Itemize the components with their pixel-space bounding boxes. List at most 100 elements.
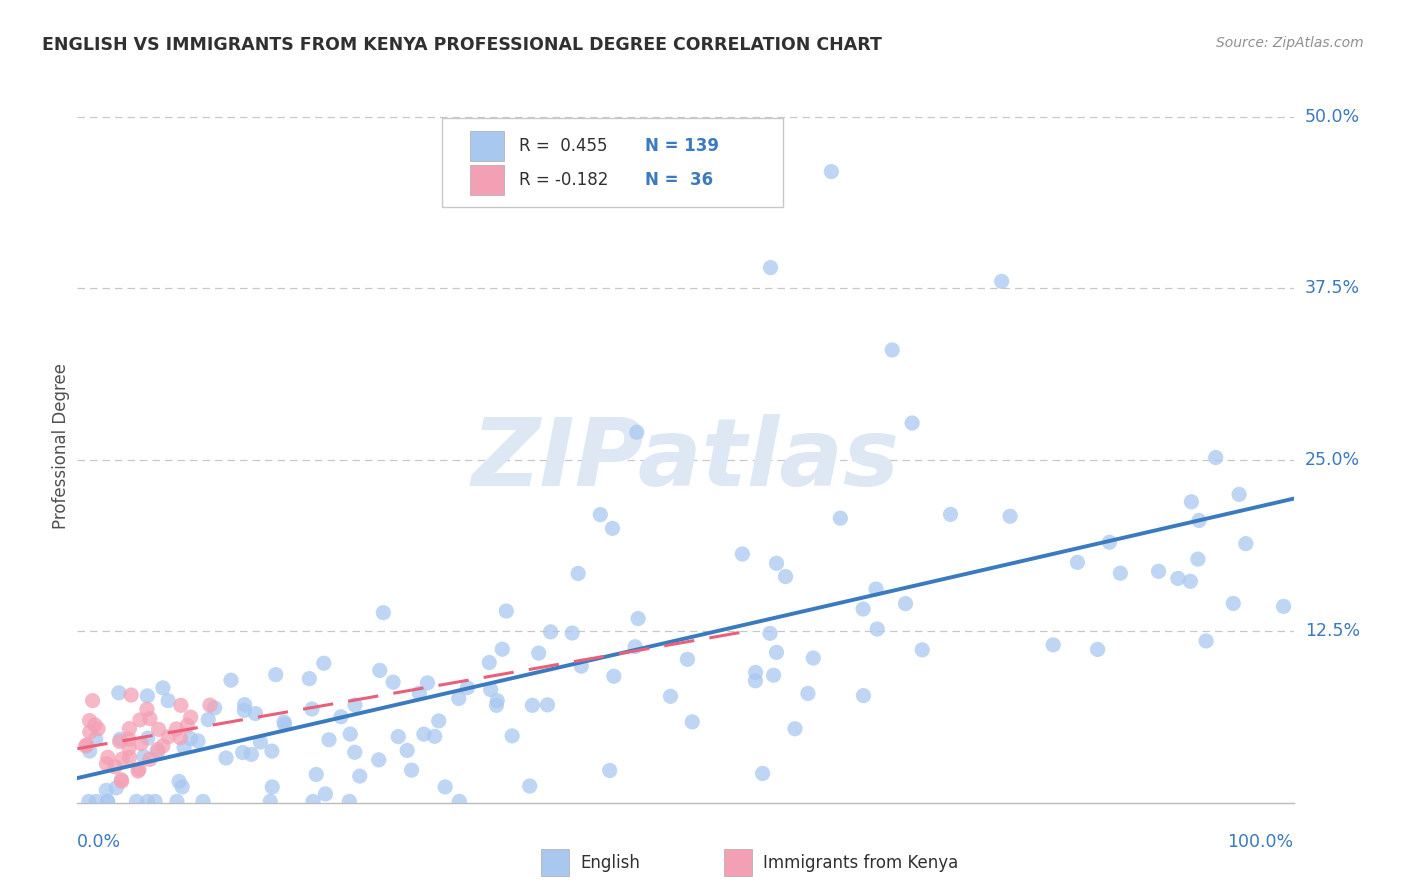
Point [139, 752, 162, 766]
Point [1066, 555, 1088, 569]
Point [84, 718, 107, 732]
Point [519, 779, 541, 793]
Point [105, 780, 128, 795]
Text: 0.0%: 0.0% [77, 833, 121, 851]
Point [232, 746, 254, 760]
Point [1187, 552, 1209, 566]
Point [561, 626, 583, 640]
Point [77, 794, 100, 808]
Point [302, 794, 325, 808]
Point [602, 521, 624, 535]
Point [367, 753, 389, 767]
Point [624, 640, 647, 654]
Point [412, 727, 434, 741]
Point [759, 260, 782, 275]
Point [1167, 571, 1189, 585]
Point [191, 794, 214, 808]
Point [298, 672, 321, 686]
Text: English: English [581, 854, 641, 871]
Point [401, 763, 423, 777]
Point [882, 343, 904, 357]
Point [567, 566, 589, 581]
Point [264, 667, 287, 681]
Point [157, 730, 180, 744]
Point [262, 780, 284, 794]
Text: 12.5%: 12.5% [1305, 623, 1360, 640]
Point [449, 794, 471, 808]
Text: ENGLISH VS IMMIGRANTS FROM KENYA PROFESSIONAL DEGREE CORRELATION CHART: ENGLISH VS IMMIGRANTS FROM KENYA PROFESS… [42, 36, 882, 54]
Point [765, 556, 787, 570]
Point [659, 690, 682, 704]
Text: 100.0%: 100.0% [1227, 833, 1294, 851]
Point [339, 727, 361, 741]
Point [495, 604, 517, 618]
Point [1180, 495, 1202, 509]
Point [744, 665, 766, 680]
Bar [470, 131, 505, 161]
Point [152, 681, 174, 695]
Point [540, 624, 562, 639]
Point [1180, 574, 1202, 589]
Point [852, 689, 875, 703]
Point [751, 766, 773, 780]
Point [1195, 634, 1218, 648]
Point [759, 626, 782, 640]
Point [1222, 596, 1244, 610]
Point [901, 416, 924, 430]
Point [259, 794, 281, 808]
Point [478, 656, 501, 670]
Point [865, 582, 887, 596]
Point [314, 787, 336, 801]
Point [108, 686, 131, 700]
Point [603, 669, 626, 683]
Point [215, 751, 238, 765]
Point [990, 274, 1012, 288]
Point [125, 794, 148, 808]
FancyBboxPatch shape [441, 118, 783, 207]
Point [96, 756, 118, 771]
Point [797, 686, 820, 700]
Point [132, 749, 155, 764]
Point [423, 729, 446, 743]
Text: R =  0.455: R = 0.455 [519, 137, 607, 155]
Point [167, 774, 190, 789]
Point [1205, 450, 1227, 465]
Point [501, 729, 523, 743]
Point [166, 794, 188, 808]
Point [136, 689, 159, 703]
Y-axis label: Professional Degree: Professional Degree [52, 363, 70, 529]
Point [139, 712, 162, 726]
Point [1098, 535, 1121, 549]
Point [627, 611, 650, 625]
Point [744, 673, 766, 688]
Point [486, 694, 509, 708]
Point [173, 740, 195, 755]
Point [79, 714, 101, 728]
Point [485, 698, 508, 713]
Point [179, 731, 201, 746]
Point [1087, 642, 1109, 657]
Point [166, 722, 188, 736]
Point [681, 714, 703, 729]
Point [536, 698, 558, 712]
Point [169, 731, 191, 745]
Point [136, 702, 159, 716]
Text: ZIPatlas: ZIPatlas [471, 414, 900, 507]
Point [337, 794, 360, 808]
Text: N = 139: N = 139 [645, 137, 720, 155]
Point [911, 643, 934, 657]
Point [118, 741, 141, 756]
Text: Source: ZipAtlas.com: Source: ZipAtlas.com [1216, 36, 1364, 50]
Point [1109, 566, 1132, 581]
Point [396, 743, 419, 757]
Text: R = -0.182: R = -0.182 [519, 171, 609, 189]
Point [273, 717, 295, 731]
Point [120, 688, 142, 702]
Point [343, 698, 366, 712]
Point [368, 664, 391, 678]
Point [180, 710, 202, 724]
Point [318, 732, 340, 747]
Point [96, 794, 118, 808]
Point [343, 745, 366, 759]
Point [599, 764, 621, 778]
